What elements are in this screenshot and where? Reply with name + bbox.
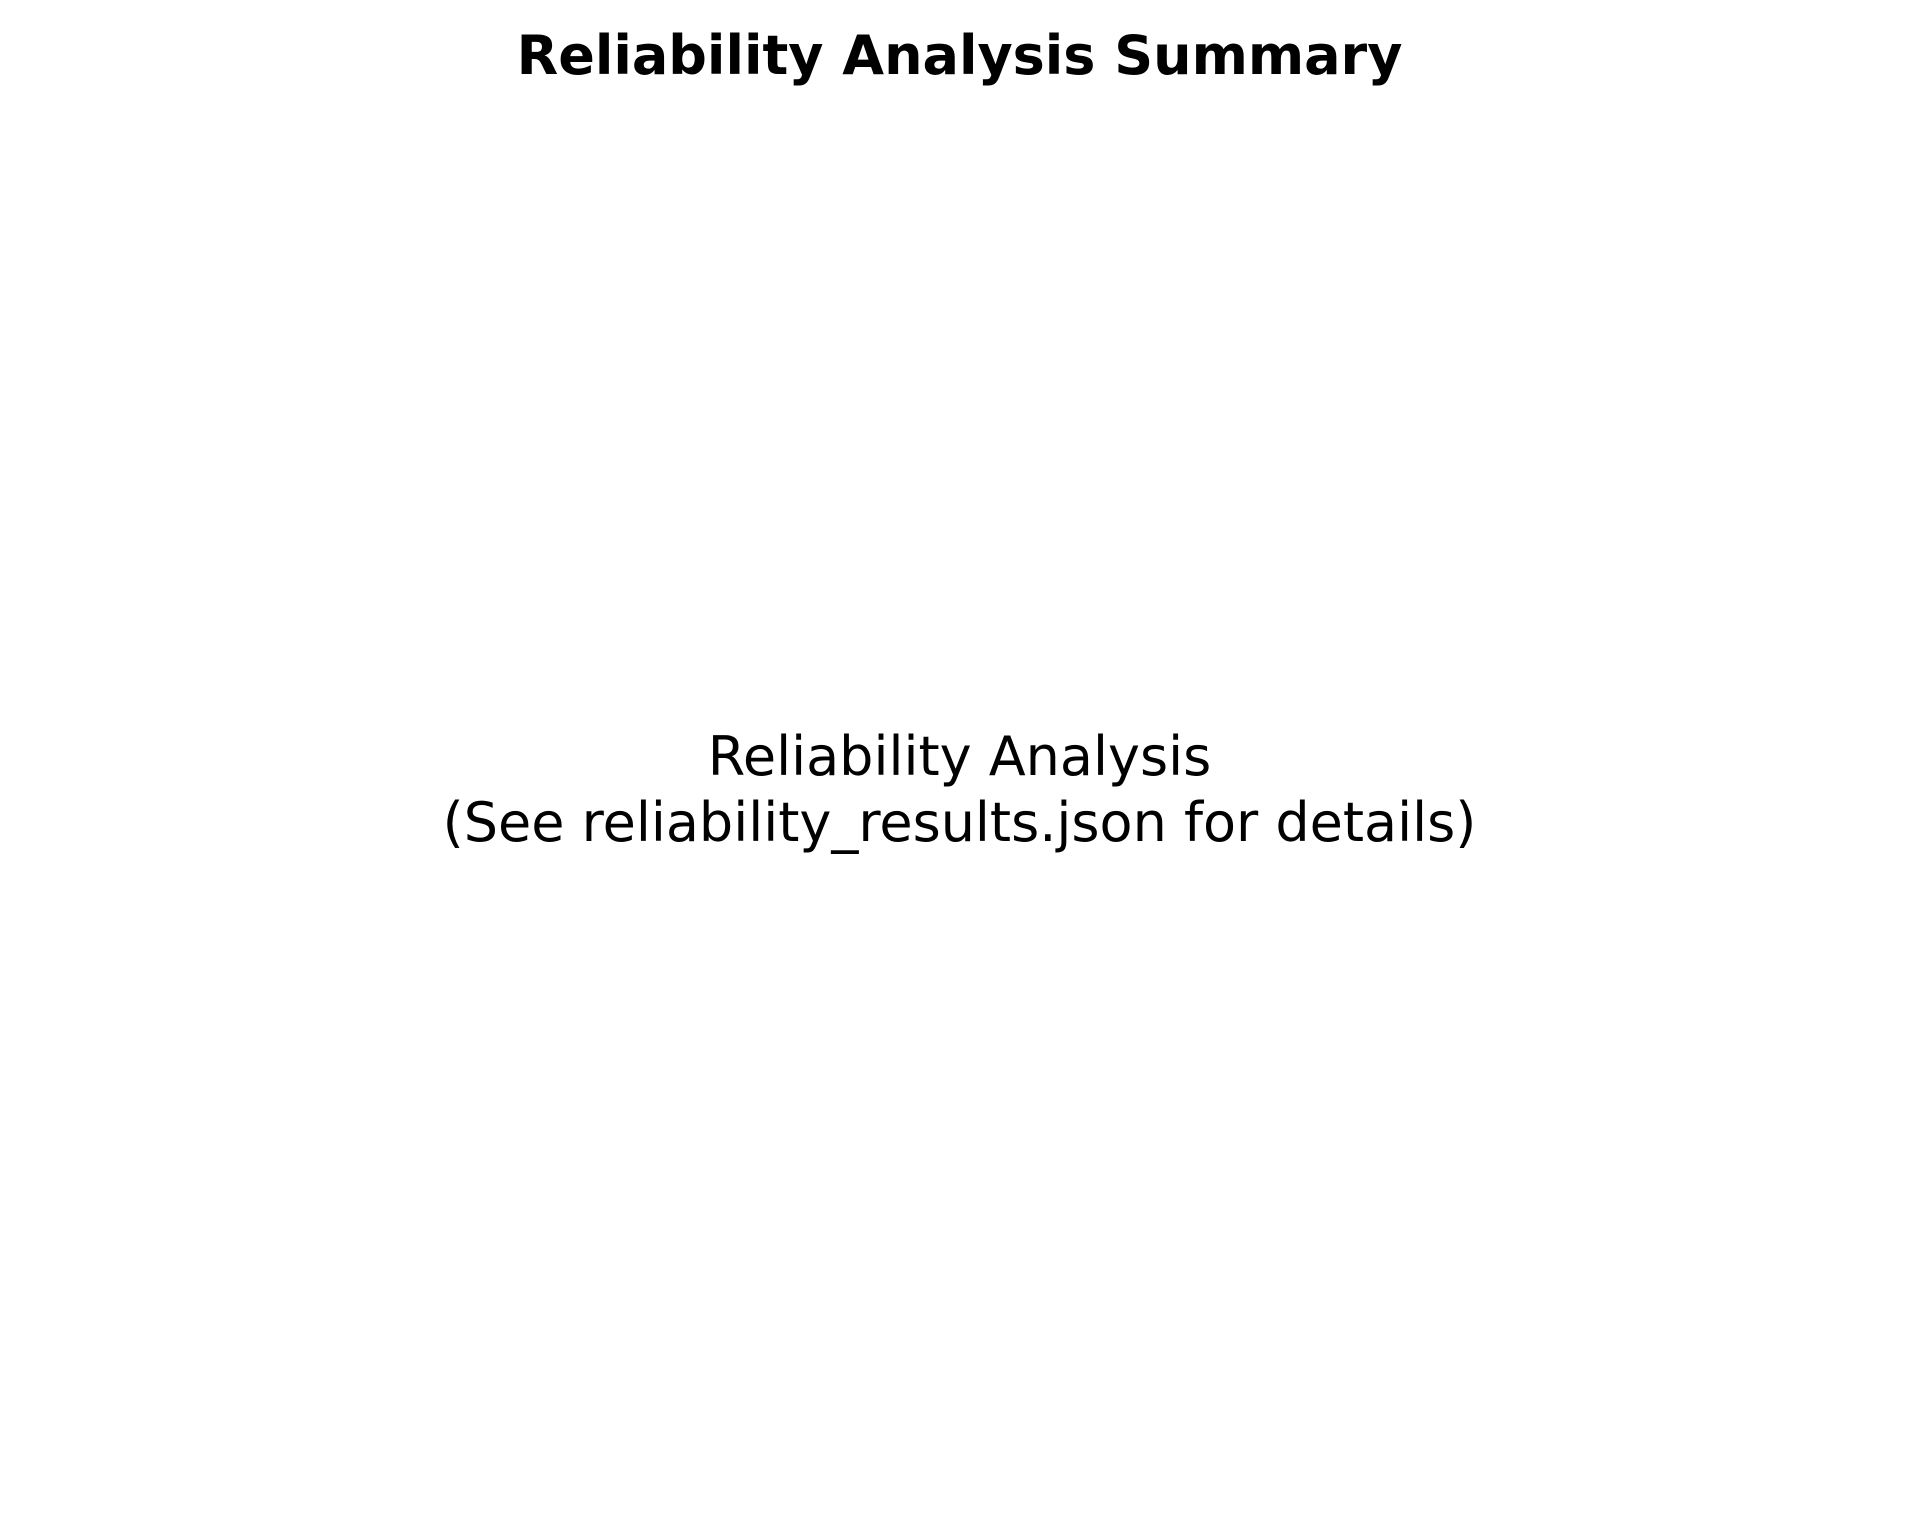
page-title: Reliability Analysis Summary [516,24,1403,87]
message-note: (See reliability_results.json for detail… [442,791,1477,854]
message-heading: Reliability Analysis [707,725,1212,788]
center-message: Reliability Analysis (See reliability_re… [0,724,1919,856]
